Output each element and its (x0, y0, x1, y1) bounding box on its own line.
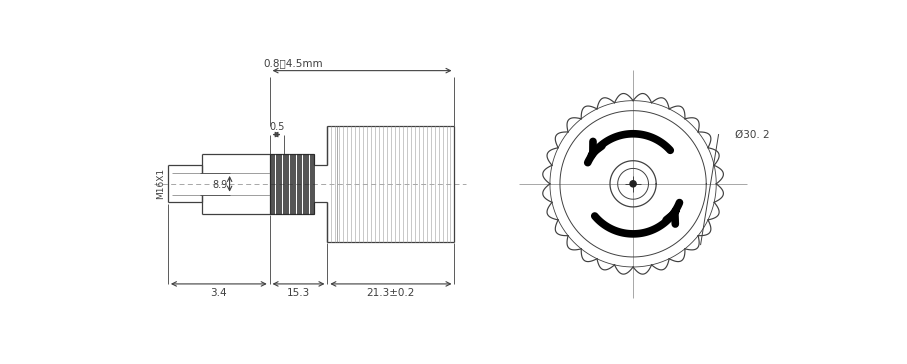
Text: M16X1: M16X1 (156, 168, 165, 199)
Text: 21.3±0.2: 21.3±0.2 (366, 288, 415, 298)
Circle shape (630, 181, 636, 187)
Text: 8.9: 8.9 (213, 179, 228, 190)
Text: 3.4: 3.4 (210, 288, 227, 298)
Text: 15.3: 15.3 (287, 288, 310, 298)
Text: Ø30. 2: Ø30. 2 (736, 130, 770, 139)
Text: 0.5: 0.5 (268, 122, 284, 132)
Text: 0.8～4.5mm: 0.8～4.5mm (263, 58, 323, 68)
